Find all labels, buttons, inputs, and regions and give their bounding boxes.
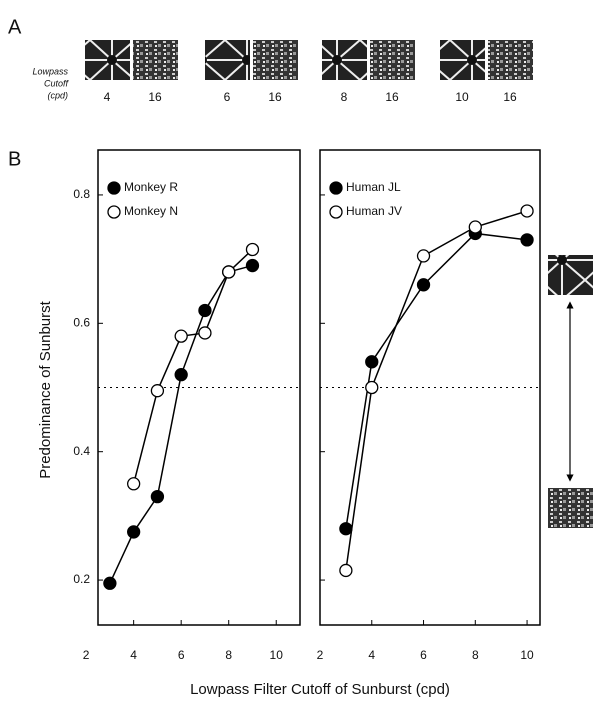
y-tick-label: 0.6 (73, 315, 90, 329)
panel-label: B (8, 148, 21, 170)
legend-label: Monkey R (124, 180, 178, 194)
sunburst-image (440, 40, 485, 80)
cutoff-value: 16 (385, 90, 399, 104)
legend-marker (329, 205, 343, 219)
point (365, 355, 379, 369)
point (339, 522, 353, 536)
x-tick-label: 10 (270, 648, 284, 662)
noise-image (548, 488, 593, 528)
point (174, 368, 188, 382)
cutoff-label: Cutoff (44, 78, 70, 88)
point (126, 477, 141, 491)
cutoff-label: (cpd) (47, 90, 68, 100)
point (222, 265, 236, 279)
point (150, 489, 165, 504)
point (245, 258, 260, 273)
x-axis-label: Lowpass Filter Cutoff of Sunburst (cpd) (190, 681, 450, 698)
x-tick-label: 2 (317, 648, 324, 662)
sunburst-image (85, 40, 130, 80)
noise-image (253, 40, 298, 80)
noise-image (488, 40, 533, 80)
noise-image (370, 40, 415, 80)
legend-marker (107, 181, 121, 195)
x-tick-label: 8 (472, 648, 479, 662)
cutoff-label: Lowpass (32, 66, 68, 76)
point (150, 384, 165, 398)
panel-label: A (8, 16, 22, 38)
y-tick-label: 0.4 (73, 444, 90, 458)
legend-label: Human JV (346, 204, 402, 218)
point (520, 204, 534, 218)
y-axis-label: Predominance of Sunburst (37, 300, 54, 478)
noise-image (133, 40, 178, 80)
legend-label: Human JL (346, 180, 401, 194)
x-tick-label: 2 (83, 648, 90, 662)
legend-marker (329, 181, 343, 195)
point (198, 303, 212, 318)
x-tick-label: 4 (130, 648, 137, 662)
legend-label: Monkey N (124, 204, 178, 218)
cutoff-value: 16 (503, 90, 517, 104)
cutoff-value: 10 (455, 90, 469, 104)
x-tick-label: 8 (225, 648, 232, 662)
point (339, 563, 353, 578)
x-tick-label: 6 (178, 648, 185, 662)
point (198, 326, 212, 340)
cutoff-value: 8 (341, 90, 348, 104)
sunburst-image (322, 40, 367, 80)
series-line (132, 248, 253, 484)
x-tick-label: 4 (368, 648, 375, 662)
point (174, 329, 188, 343)
cutoff-value: 6 (224, 90, 231, 104)
y-tick-label: 0.2 (73, 572, 90, 586)
cutoff-value: 16 (268, 90, 282, 104)
sunburst-image (548, 255, 593, 295)
point (468, 220, 482, 234)
point (365, 380, 379, 395)
cutoff-value: 4 (104, 90, 111, 104)
x-tick-label: 6 (420, 648, 427, 662)
y-tick-label: 0.8 (73, 187, 90, 201)
legend-marker (107, 205, 121, 219)
x-tick-label: 10 (520, 648, 534, 662)
point (520, 233, 534, 247)
point (126, 525, 141, 539)
sunburst-image (205, 40, 250, 80)
point (245, 242, 260, 257)
point (103, 576, 117, 590)
point (416, 278, 431, 292)
point (416, 249, 431, 263)
cutoff-value: 16 (148, 90, 162, 104)
